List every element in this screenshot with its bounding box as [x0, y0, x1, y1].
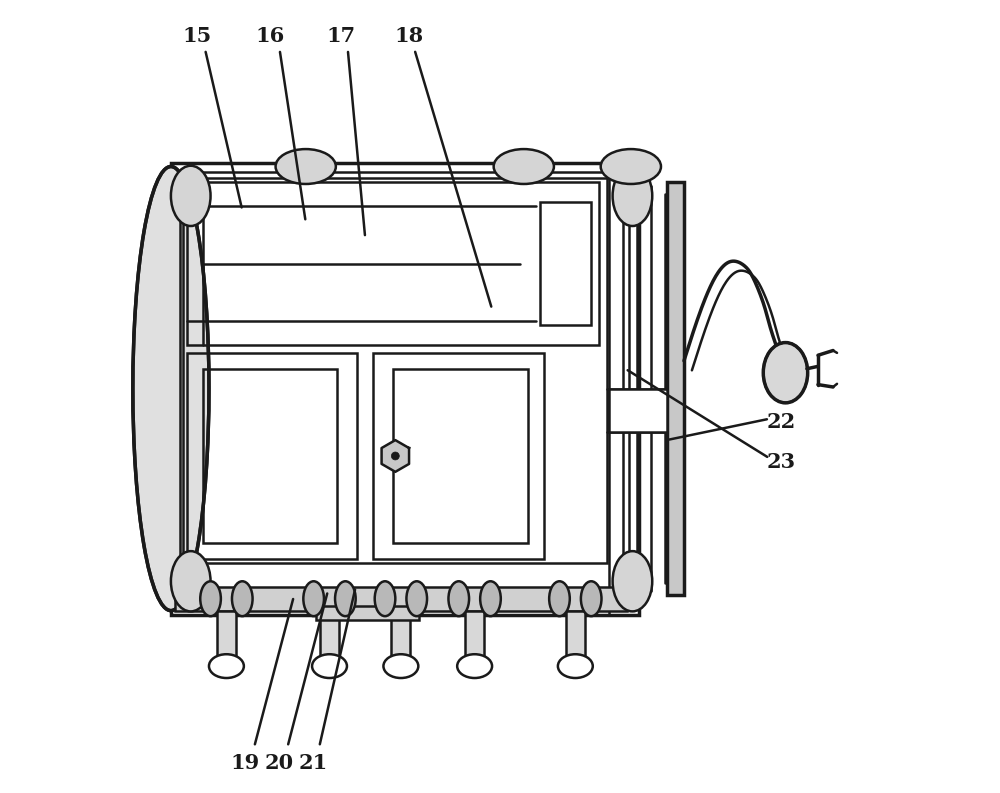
Bar	[203, 369, 337, 543]
Bar	[609, 389, 667, 432]
Ellipse shape	[448, 581, 469, 616]
Text: 21: 21	[299, 753, 328, 773]
Bar	[180, 172, 629, 605]
Ellipse shape	[383, 654, 418, 678]
Text: 17: 17	[327, 25, 356, 46]
Text: 23: 23	[767, 451, 796, 472]
Ellipse shape	[581, 581, 602, 616]
Ellipse shape	[276, 149, 336, 184]
Bar	[320, 611, 339, 666]
Bar	[187, 182, 599, 345]
Ellipse shape	[375, 581, 395, 616]
Bar	[391, 611, 410, 666]
Bar	[171, 163, 639, 615]
Ellipse shape	[200, 581, 221, 616]
Bar	[566, 611, 585, 666]
Ellipse shape	[480, 581, 501, 616]
Bar	[316, 606, 419, 620]
Text: 18: 18	[394, 25, 423, 46]
Ellipse shape	[133, 167, 209, 611]
Bar	[183, 178, 607, 563]
Text: 19: 19	[230, 753, 259, 773]
Ellipse shape	[558, 654, 593, 678]
Text: 22: 22	[767, 412, 796, 432]
Text: 20: 20	[265, 753, 294, 773]
Ellipse shape	[763, 343, 808, 403]
Ellipse shape	[232, 581, 253, 616]
Ellipse shape	[312, 654, 347, 678]
Bar	[373, 353, 544, 559]
Ellipse shape	[613, 551, 652, 611]
Text: 16: 16	[255, 25, 285, 46]
Ellipse shape	[494, 149, 554, 184]
Ellipse shape	[335, 581, 356, 616]
Ellipse shape	[601, 149, 661, 184]
Bar	[667, 182, 684, 595]
Ellipse shape	[457, 654, 492, 678]
Ellipse shape	[391, 452, 399, 460]
Bar	[540, 202, 591, 325]
Ellipse shape	[171, 551, 211, 611]
Bar	[465, 611, 484, 666]
Ellipse shape	[613, 166, 652, 226]
Text: 15: 15	[182, 25, 212, 46]
Ellipse shape	[171, 166, 211, 226]
Ellipse shape	[209, 654, 244, 678]
Polygon shape	[382, 440, 409, 472]
Ellipse shape	[549, 581, 570, 616]
Bar	[217, 611, 236, 666]
Bar	[175, 587, 627, 611]
Ellipse shape	[303, 581, 324, 616]
Bar	[187, 353, 357, 559]
Ellipse shape	[406, 581, 427, 616]
Bar	[393, 369, 528, 543]
